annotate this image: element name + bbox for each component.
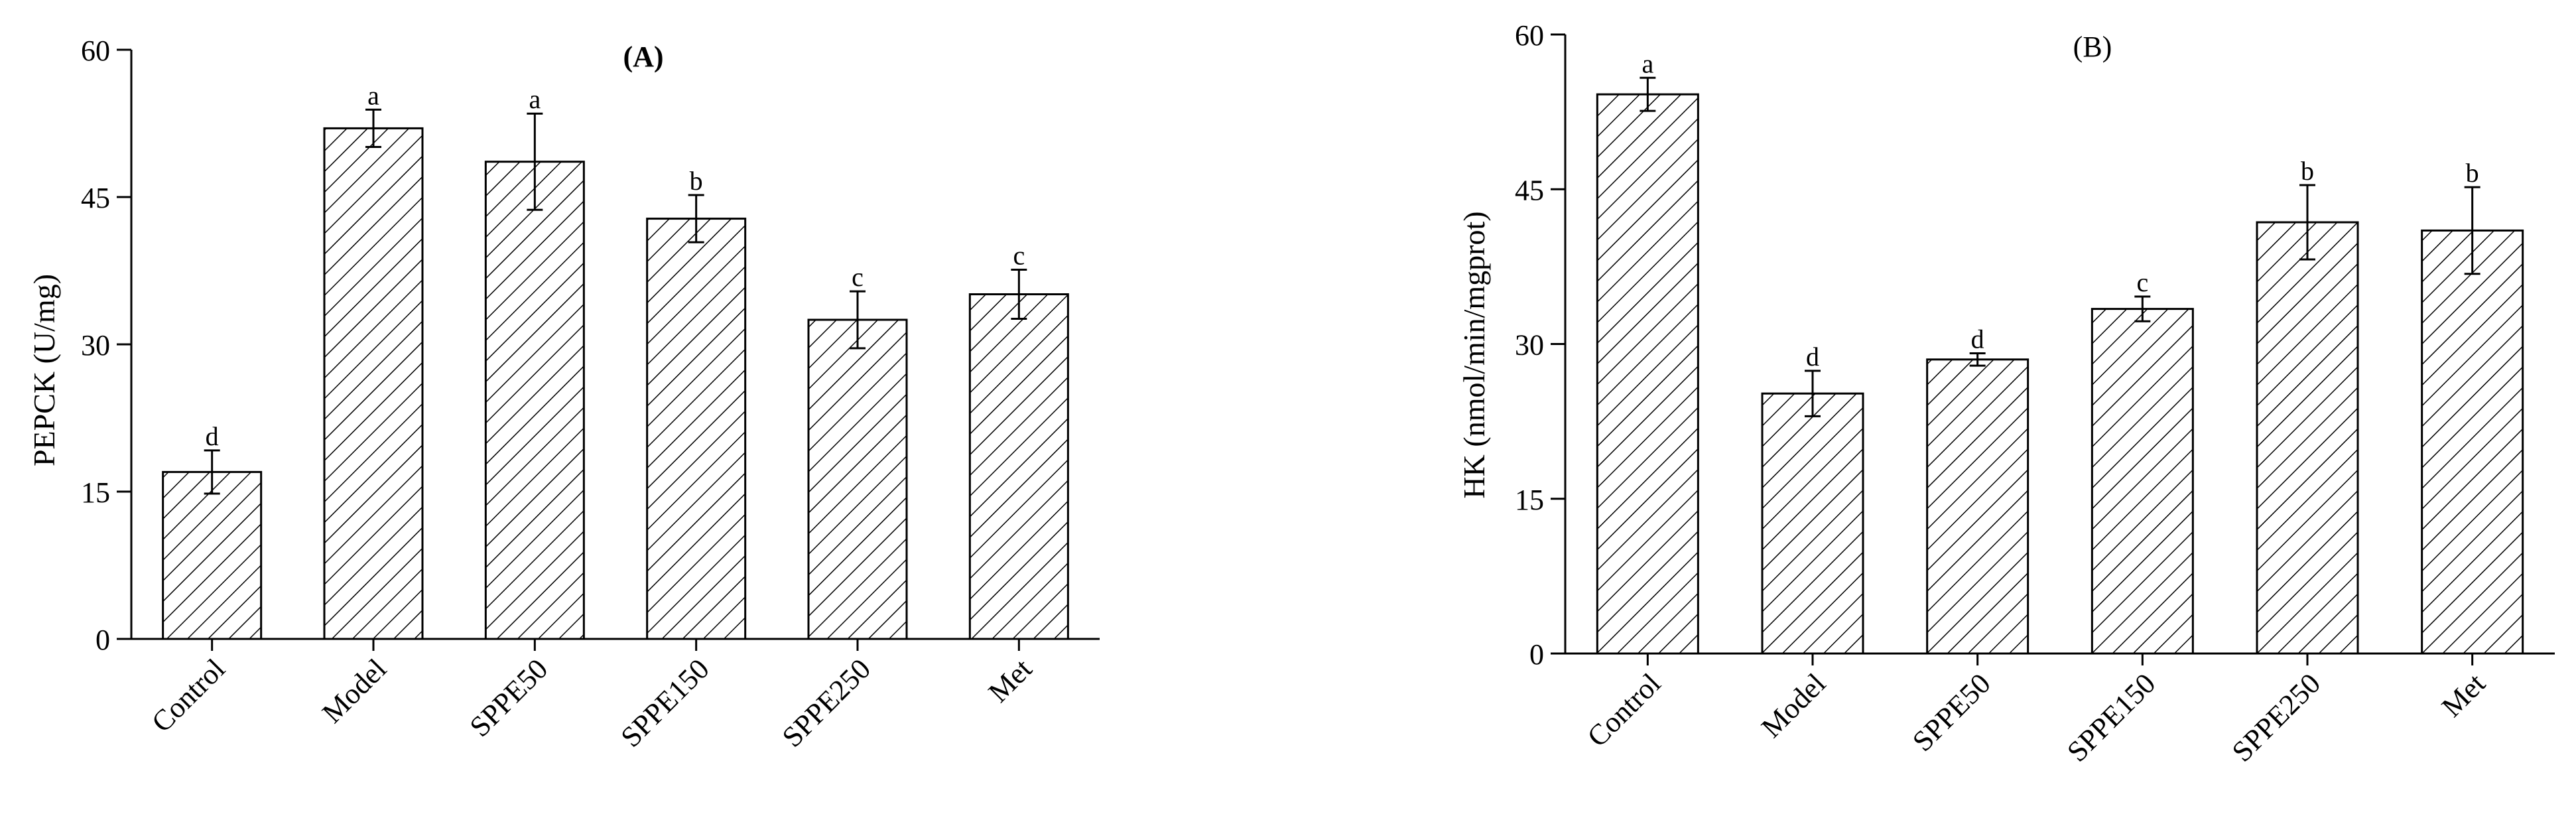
chart-a-plot: 0 15 30 45 60 d Control a Model a SPPE50 b SPPE150 c S… [81, 34, 1100, 754]
chart-b-significance-letter: b [2301, 156, 2314, 186]
chart-a-bar [807, 318, 908, 640]
chart-a-category-label: SPPE250 [776, 652, 877, 753]
chart-a-category-label: SPPE150 [614, 652, 715, 753]
chart-b-plot: 0 15 30 45 60 a Control d Model d SPPE50 c SPPE150 b S… [1515, 19, 2555, 768]
chart-b-y-tick-label: 30 [1515, 329, 1544, 362]
chart-a-bar [162, 470, 263, 640]
chart-b-category-label: Met [2435, 667, 2492, 723]
chart-b-y-tick-label: 0 [1529, 638, 1544, 671]
chart-b-title: (B) [2073, 31, 2112, 63]
chart-b-category-label: SPPE150 [2061, 667, 2161, 768]
chart-a-bar [323, 127, 424, 640]
chart-b-significance-letter: d [1971, 324, 1984, 354]
chart-b-y-tick-label: 45 [1515, 174, 1544, 206]
chart-b-y-axis-label: HK (nmol/min/mgprot) [1457, 211, 1491, 498]
chart-b-significance-letter: d [1806, 342, 1819, 372]
chart-b-bar [1761, 392, 1864, 655]
chart-a-y-tick-label: 0 [96, 624, 110, 656]
chart-a-y-tick-label: 45 [81, 182, 110, 214]
chart-a-y-tick-label: 60 [81, 34, 110, 67]
chart-b-y-tick-label: 60 [1515, 19, 1544, 52]
chart-b-category-label: SPPE50 [1906, 667, 1997, 758]
chart-a-bar [968, 293, 1069, 640]
chart-a-title: (A) [623, 40, 663, 73]
chart-b-category-label: SPPE250 [2226, 667, 2327, 768]
chart-b-significance-letter: a [1642, 48, 1653, 78]
chart-b-significance-letter: c [2136, 267, 2148, 297]
chart-a-category-label: SPPE50 [464, 652, 554, 743]
chart-a-significance-letter: a [367, 80, 379, 110]
chart-b-bar [1596, 93, 1699, 655]
chart-b-category-label: Control [1581, 667, 1667, 753]
chart-b-significance-letter: b [2466, 158, 2479, 188]
chart-a-bar [484, 161, 585, 640]
chart-b-y-tick-label: 15 [1515, 484, 1544, 516]
chart-b-hk: (B) HK (nmol/min/mgprot) 0 15 30 45 60 a Contr… [1457, 19, 2555, 768]
chart-a-significance-letter: c [1013, 241, 1025, 271]
chart-a-y-axis-label: PEPCK (U/mg) [27, 274, 61, 466]
chart-b-bar [2256, 221, 2359, 655]
chart-b-bar [2421, 229, 2524, 655]
chart-a-significance-letter: b [690, 166, 703, 196]
chart-a-significance-letter: c [852, 262, 864, 292]
chart-a-significance-letter: d [206, 421, 219, 451]
chart-a-pepck: (A) PEPCK (U/mg) 0 15 30 45 60 d Control a Model… [27, 34, 1100, 754]
chart-a-bar [646, 218, 747, 640]
chart-a-y-tick-label: 15 [81, 476, 110, 509]
chart-b-category-label: Model [1755, 667, 1832, 744]
chart-b-bar [1926, 358, 2029, 655]
chart-a-category-label: Model [316, 652, 393, 729]
chart-b-bar [2091, 308, 2194, 655]
chart-a-category-label: Control [145, 652, 231, 738]
chart-a-category-label: Met [982, 652, 1039, 709]
chart-a-significance-letter: a [529, 84, 541, 114]
chart-a-y-tick-label: 30 [81, 329, 110, 362]
